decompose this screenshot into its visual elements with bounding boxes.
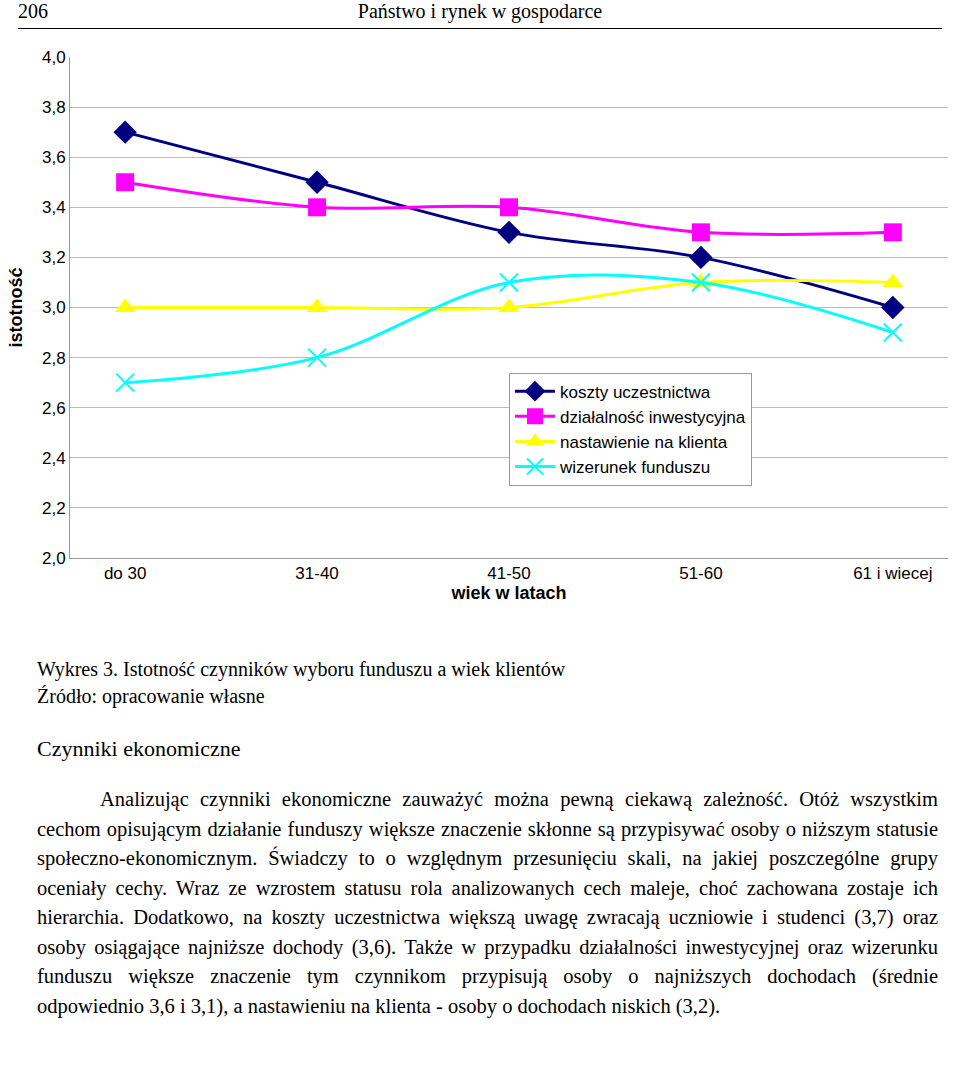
svg-text:do 30: do 30 — [104, 564, 147, 583]
svg-text:3,6: 3,6 — [42, 148, 66, 167]
html-text:Analizując czynniki ekonomiczn: Analizując czynniki ekonomiczne zauważyć… — [37, 788, 938, 1017]
html-text:Czynniki ekonomiczne: Czynniki ekonomiczne — [37, 736, 241, 761]
svg-text:2,4: 2,4 — [42, 449, 66, 468]
svg-text:51-60: 51-60 — [679, 564, 722, 583]
html-text:206: 206 — [18, 0, 48, 22]
svg-text:4,0: 4,0 — [42, 48, 66, 67]
html-text:Źródło: opracowanie własne: Źródło: opracowanie własne — [37, 685, 265, 707]
svg-text:61 i wiecej: 61 i wiecej — [853, 564, 932, 583]
svg-text:koszty uczestnictwa: koszty uczestnictwa — [560, 383, 711, 402]
svg-text:istotność: istotność — [6, 267, 26, 347]
svg-text:3,2: 3,2 — [42, 248, 66, 267]
svg-text:nastawienie na klienta: nastawienie na klienta — [560, 433, 728, 452]
svg-text:2,6: 2,6 — [42, 399, 66, 418]
svg-text:wiek w latach: wiek w latach — [450, 583, 566, 603]
svg-text:41-50: 41-50 — [487, 564, 530, 583]
svg-text:3,0: 3,0 — [42, 298, 66, 317]
svg-text:działalność inwestycyjna: działalność inwestycyjna — [560, 408, 746, 427]
svg-text:3,4: 3,4 — [42, 198, 66, 217]
svg-text:2,2: 2,2 — [42, 499, 66, 518]
svg-text:3,8: 3,8 — [42, 98, 66, 117]
svg-text:2,0: 2,0 — [42, 549, 66, 568]
html-text:Państwo i rynek w gospodarce: Państwo i rynek w gospodarce — [357, 0, 603, 22]
html-text:Wykres 3. Istotność czynników: Wykres 3. Istotność czynników wyboru fun… — [37, 658, 566, 680]
svg-text:2,8: 2,8 — [42, 349, 66, 368]
svg-text:wizerunek funduszu: wizerunek funduszu — [559, 458, 710, 477]
svg-text:31-40: 31-40 — [295, 564, 338, 583]
